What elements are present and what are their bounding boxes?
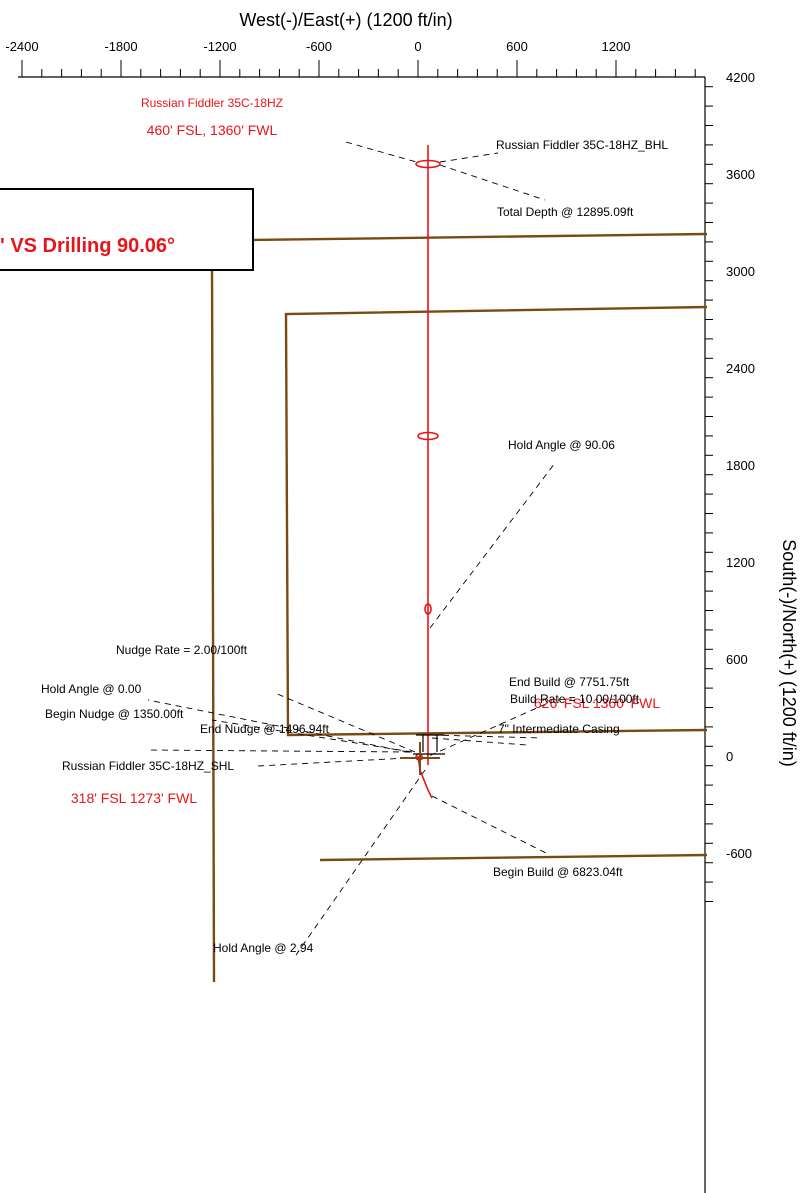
leader-hold-90 <box>429 462 556 629</box>
setback-box <box>284 305 708 737</box>
y-tick-label: 1200 <box>726 555 755 570</box>
x-tick-label: 600 <box>506 39 528 54</box>
annotation-nudge-rate: Nudge Rate = 2.00/100ft <box>116 643 248 657</box>
leader-casing <box>431 734 543 739</box>
annotations: Russian Fiddler 35C-18HZ_BHL Total Depth… <box>41 138 668 955</box>
y-axis-title: South(-)/North(+) (1200 ft/in) <box>779 539 799 767</box>
well-path-marker-casing <box>424 603 432 615</box>
annotation-build-rate: Build Rate = 10.00/100ft <box>510 692 640 706</box>
casing-location-label: 626' FSL 1360' FWL <box>534 695 660 711</box>
leader-bhl-2 <box>439 152 499 163</box>
leader-hold-0 <box>147 699 409 753</box>
y-tick-label: 600 <box>726 652 748 667</box>
wellhead-symbol <box>400 742 440 775</box>
annotation-casing: 7" Intermediate Casing <box>498 722 620 736</box>
vs-banner-text: ' VS Drilling 90.06° <box>0 235 175 257</box>
casing-symbol <box>413 734 445 755</box>
annotation-hold-90: Hold Angle @ 90.06 <box>508 438 615 452</box>
x-axis-ticks <box>21 60 696 77</box>
annotation-begin-nudge: Begin Nudge @ 1350.00ft <box>45 707 184 721</box>
annotation-end-build: End Build @ 7751.75ft <box>509 675 630 689</box>
leader-casing-2 <box>431 737 528 746</box>
y-tick-label: 4200 <box>726 70 755 85</box>
y-axis-ticks <box>705 86 713 902</box>
leader-shl <box>257 757 408 767</box>
annotation-end-nudge: End Nudge @ 1496.94ft <box>200 722 330 736</box>
x-tick-label: -600 <box>306 39 332 54</box>
annotation-hold-294: Hold Angle @ 2.94 <box>213 941 314 955</box>
lease-line-south <box>319 853 708 862</box>
x-tick-label: -1200 <box>203 39 236 54</box>
x-tick-label: -1800 <box>104 39 137 54</box>
y-tick-label: -600 <box>726 846 752 861</box>
well-path-marker-hold <box>417 431 439 441</box>
annotation-shl: Russian Fiddler 35C-18HZ_SHL <box>62 759 234 773</box>
x-tick-label: -2400 <box>5 39 38 54</box>
leader-build-rate <box>419 702 549 761</box>
well-path <box>415 145 441 799</box>
lease-lines <box>210 232 708 983</box>
leader-begin-build <box>431 795 551 856</box>
annotation-begin-build: Begin Build @ 6823.04ft <box>493 865 623 879</box>
leader-lines <box>147 141 556 956</box>
annotation-bhl: Russian Fiddler 35C-18HZ_BHL <box>496 138 668 152</box>
y-tick-label: 3600 <box>726 167 755 182</box>
x-axis: West(-)/East(+) (1200 ft/in) -2400 -1800 -… <box>5 10 705 78</box>
annotation-td: Total Depth @ 12895.09ft <box>497 205 634 219</box>
leader-nudge-rate <box>211 719 413 753</box>
bhl-location-label: 460' FSL, 1360' FWL <box>147 122 278 138</box>
lease-line-west <box>210 261 216 983</box>
y-tick-label: 1800 <box>726 458 755 473</box>
y-tick-label: 0 <box>726 749 733 764</box>
vs-banner: ' VS Drilling 90.06° <box>0 188 254 271</box>
leader-bhl <box>345 141 421 164</box>
x-tick-label: 1200 <box>602 39 631 54</box>
y-tick-label: 2400 <box>726 361 755 376</box>
well-name-label: Russian Fiddler 35C-18HZ <box>141 96 283 110</box>
y-tick-label: 3000 <box>726 264 755 279</box>
x-axis-title: West(-)/East(+) (1200 ft/in) <box>239 10 452 30</box>
annotation-hold-0: Hold Angle @ 0.00 <box>41 682 142 696</box>
leader-end-nudge <box>274 692 416 753</box>
vs-banner-box <box>0 188 254 271</box>
lease-line-north <box>251 232 708 242</box>
well-path-marker-td <box>415 159 441 169</box>
leader-td <box>439 164 546 201</box>
x-tick-label: 0 <box>414 39 421 54</box>
leader-begin-nudge <box>147 749 411 753</box>
shl-location-label: 318' FSL 1273' FWL <box>71 790 197 806</box>
y-axis: 540048004200360030002400180012006000-600… <box>704 70 799 1193</box>
leader-hold-294 <box>295 769 426 956</box>
